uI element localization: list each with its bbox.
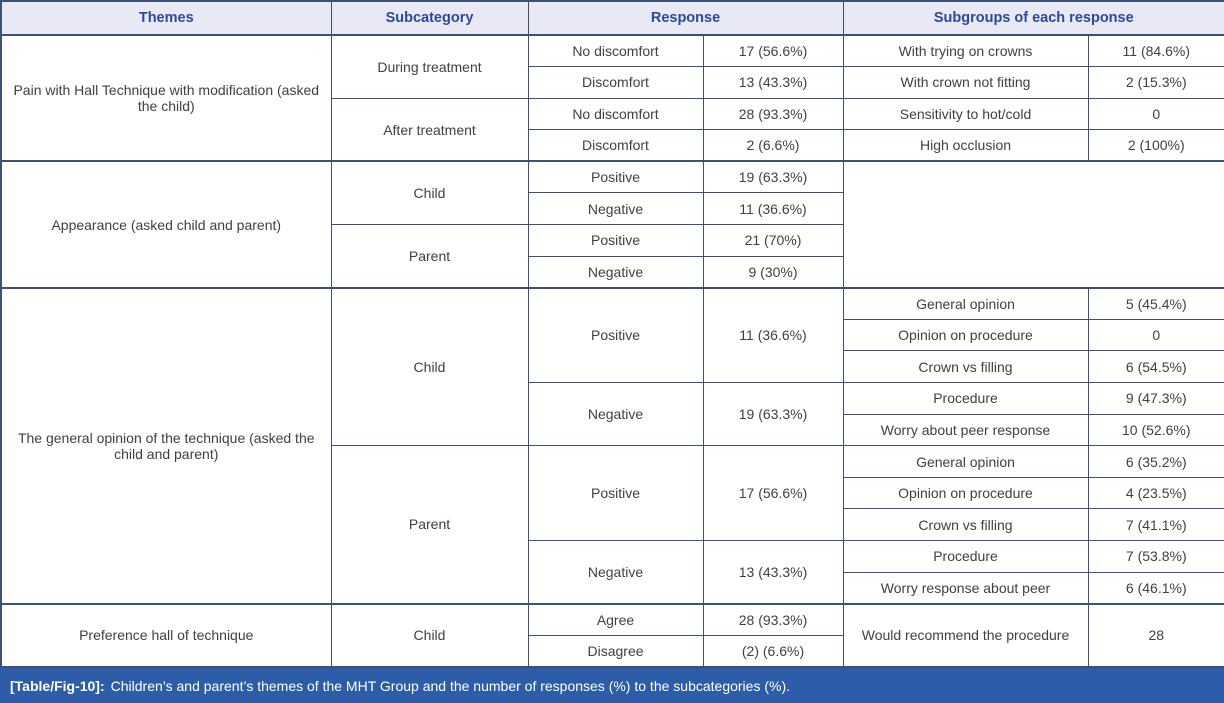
response-cell: Negative: [527, 382, 704, 447]
table-row: Discomfort 2 (6.6%) High occlusion 2 (10…: [1, 129, 1224, 162]
subgroup-count-cell: 7 (53.8%): [1087, 540, 1224, 573]
response-count-cell: 28 (93.3%): [702, 602, 844, 636]
response-cell: No discomfort: [527, 97, 704, 131]
response-cell: Negative: [527, 255, 704, 289]
subgroup-count-cell: 28: [1087, 602, 1224, 668]
table-row: Worry response about peer 6 (46.1%): [1, 571, 1224, 605]
subgroup-count-cell: 10 (52.6%): [1087, 413, 1224, 447]
response-cell: Positive: [527, 445, 704, 541]
response-cell: No discomfort: [527, 34, 704, 68]
header-subcategory: Subcategory: [330, 0, 529, 36]
subcategory-cell: Child: [330, 160, 529, 226]
theme-cell: Preference hall of technique: [0, 602, 332, 668]
table-row: Disagree (2) (6.6%): [1, 634, 1224, 668]
themes-responses-table: Themes Subcategory Response Subgroups of…: [0, 0, 1224, 668]
subgroup-cell: High occlusion: [842, 129, 1089, 162]
table-row: Parent Positive 21 (70%): [1, 224, 1224, 289]
response-count-cell: 17 (56.6%): [702, 445, 844, 541]
response-cell: Positive: [527, 286, 704, 384]
subgroup-cell: Crown vs filling: [842, 508, 1089, 541]
response-count-cell: 21 (70%): [702, 224, 844, 257]
table-row: Preference hall of technique Child Agree…: [0, 602, 1224, 668]
response-count-cell: (2) (6.6%): [702, 634, 844, 668]
subcategory-cell: Child: [330, 286, 529, 447]
subgroup-cell: Opinion on procedure: [842, 476, 1089, 510]
response-count-cell: 19 (63.3%): [702, 382, 844, 447]
response-count-cell: 2 (6.6%): [702, 129, 844, 162]
subgroup-cell: Would recommend the procedure: [842, 602, 1089, 668]
subgroup-count-cell: 6 (54.5%): [1087, 350, 1224, 384]
subgroup-cell: Worry about peer response: [842, 413, 1089, 447]
table-row: Negative 11 (36.6%): [1, 192, 1224, 226]
caption-text: Children’s and parent’s themes of the MH…: [110, 677, 790, 694]
table-caption: [Table/Fig-10]: Children’s and parent’s …: [0, 668, 1224, 703]
table-row: Pain with Hall Technique with modificati…: [0, 33, 1224, 162]
theme-cell: Pain with Hall Technique with modificati…: [0, 33, 332, 162]
subgroup-count-cell: 4 (23.5%): [1087, 476, 1224, 510]
subgroup-count-cell: 7 (41.1%): [1087, 508, 1224, 541]
subgroup-cell: With crown not fitting: [842, 66, 1089, 99]
table-row: Crown vs filling 7 (41.1%): [1, 508, 1224, 541]
subgroup-cell: General opinion: [842, 286, 1089, 320]
table-row: Parent Positive 17 (56.6%) General opini…: [1, 445, 1224, 605]
subgroup-cell: Crown vs filling: [842, 350, 1089, 384]
subcategory-cell: After treatment: [330, 97, 529, 162]
subgroup-count-cell: 2 (100%): [1087, 129, 1224, 162]
response-count-cell: 28 (93.3%): [702, 97, 844, 131]
response-cell: Positive: [527, 224, 704, 257]
subgroup-cell: Procedure: [842, 382, 1089, 415]
response-cell: Positive: [527, 160, 704, 194]
header-themes: Themes: [0, 0, 332, 36]
subgroup-count-cell: 9 (47.3%): [1087, 382, 1224, 415]
response-cell: Negative: [527, 192, 704, 226]
theme-cell: The general opinion of the technique (as…: [0, 286, 332, 605]
response-count-cell: 19 (63.3%): [702, 160, 844, 194]
subgroup-count-cell: 6 (46.1%): [1087, 571, 1224, 605]
subgroup-count-cell: 2 (15.3%): [1087, 66, 1224, 99]
subcategory-cell: Parent: [330, 445, 529, 605]
header-subgroups: Subgroups of each response: [842, 0, 1224, 36]
response-count-cell: 17 (56.6%): [702, 34, 844, 68]
theme-cell: Appearance (asked child and parent): [0, 160, 332, 289]
table-row: Opinion on procedure 4 (23.5%): [1, 476, 1224, 510]
subgroup-cell: With trying on crowns: [842, 34, 1089, 68]
header-response: Response: [527, 0, 844, 36]
response-cell: Disagree: [527, 634, 704, 668]
subcategory-cell: During treatment: [330, 33, 529, 99]
table-row: Negative 19 (63.3%) Procedure 9 (47.3%): [1, 382, 1224, 447]
table-row: Worry about peer response 10 (52.6%): [1, 413, 1224, 447]
subgroup-count-cell: 6 (35.2%): [1087, 445, 1224, 478]
caption-label: [Table/Fig-10]:: [10, 677, 105, 694]
response-count-cell: 11 (36.6%): [702, 192, 844, 226]
subgroup-count-cell: 0: [1087, 318, 1224, 352]
subgroup-cell: Worry response about peer: [842, 571, 1089, 605]
table-row: Crown vs filling 6 (54.5%): [1, 350, 1224, 384]
table-row: Appearance (asked child and parent) Chil…: [0, 160, 1224, 289]
subgroup-count-cell: 0: [1087, 97, 1224, 131]
subgroup-count-cell: 11 (84.6%): [1087, 34, 1224, 68]
subgroup-cell: Procedure: [842, 540, 1089, 573]
subgroup-cell: Sensitivity to hot/cold: [842, 97, 1089, 131]
table-row: Opinion on procedure 0: [1, 318, 1224, 352]
subgroup-cell: General opinion: [842, 445, 1089, 478]
response-count-cell: 11 (36.6%): [702, 286, 844, 384]
response-cell: Discomfort: [527, 129, 704, 162]
table-row: Discomfort 13 (43.3%) With crown not fit…: [1, 66, 1224, 99]
response-cell: Discomfort: [527, 66, 704, 99]
response-count-cell: 9 (30%): [702, 255, 844, 289]
response-count-cell: 13 (43.3%): [702, 66, 844, 99]
empty-subgroups-cell: [842, 160, 1224, 289]
table-row: Negative 9 (30%): [1, 255, 1224, 289]
subgroup-count-cell: 5 (45.4%): [1087, 286, 1224, 320]
table-row: Negative 13 (43.3%) Procedure 7 (53.8%): [1, 539, 1224, 605]
response-count-cell: 13 (43.3%): [702, 539, 844, 605]
response-cell: Agree: [527, 602, 704, 636]
subgroup-cell: Opinion on procedure: [842, 318, 1089, 352]
table-row: The general opinion of the technique (as…: [0, 286, 1224, 605]
response-cell: Negative: [527, 539, 704, 605]
header-row: Themes Subcategory Response Subgroups of…: [0, 0, 1224, 36]
subcategory-cell: Parent: [330, 224, 529, 289]
subcategory-cell: Child: [330, 602, 529, 668]
